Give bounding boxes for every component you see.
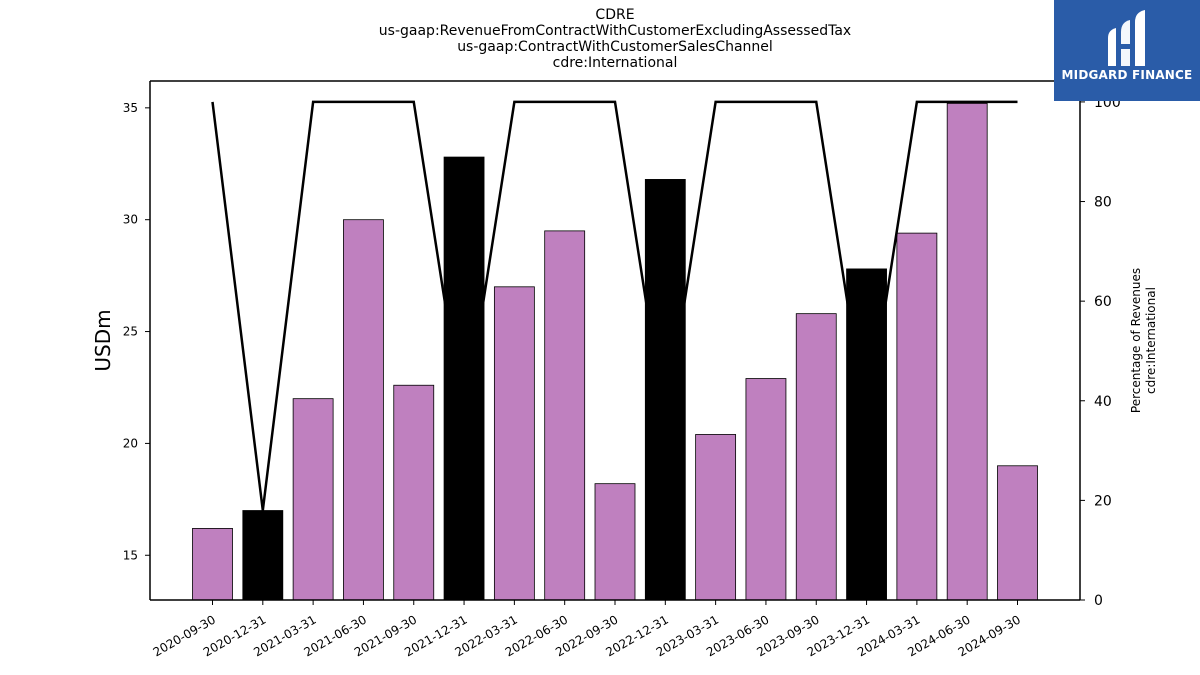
bar-2020-09-30 (192, 528, 233, 601)
bar-2021-09-30 (393, 384, 435, 601)
y-tick-label: 20 (123, 436, 138, 450)
y2-tick-label: 0 (1094, 593, 1103, 609)
chart-title-line-4: cdre:International (552, 55, 678, 71)
midgard-logo-icon (1108, 10, 1145, 66)
bar-2022-06-30 (544, 230, 586, 601)
y-tick-label: 25 (123, 325, 138, 339)
y2-tick-label: 80 (1094, 195, 1112, 211)
bar-2020-12-31 (242, 510, 284, 601)
chart-title-line-3: us-gaap:ContractWithCustomerSalesChannel (457, 39, 773, 55)
y2-axis-label-line: cdre:International (1144, 287, 1158, 394)
percentage-line (211, 100, 1018, 511)
brand-logo: MIDGARD FINANCE (1054, 0, 1200, 101)
y-tick-label: 30 (123, 213, 138, 227)
y2-tick-label: 20 (1094, 493, 1112, 509)
bar-2023-03-31 (695, 434, 737, 601)
chart-title-line-1: CDRE (595, 7, 635, 23)
bar-2024-03-31 (896, 232, 938, 601)
bar-2022-03-31 (493, 286, 535, 601)
bar-2023-06-30 (745, 378, 787, 601)
bar-2024-09-30 (997, 465, 1038, 601)
y-tick-label: 15 (123, 548, 138, 562)
bar-2021-03-31 (292, 398, 334, 601)
y-axis-label: USDm (91, 309, 115, 371)
bar-2022-09-30 (594, 483, 636, 601)
y2-tick-label: 60 (1094, 294, 1112, 310)
chart-title: CDRE us-gaap:RevenueFromContractWithCust… (0, 7, 1200, 71)
bar-2023-12-31 (846, 268, 887, 601)
y2-tick-label: 40 (1094, 394, 1112, 410)
bar-2021-06-30 (343, 219, 384, 601)
bar-2022-12-31 (644, 179, 686, 601)
bar-2023-09-30 (795, 313, 837, 601)
bar-2021-12-31 (443, 156, 485, 601)
logo-text: MIDGARD FINANCE (1061, 68, 1193, 82)
chart-title-line-2: us-gaap:RevenueFromContractWithCustomerE… (378, 23, 852, 39)
bar-2024-06-30 (946, 102, 988, 601)
y-tick-label: 35 (123, 101, 138, 115)
y2-axis-label-line: Percentage of Revenues (1129, 268, 1143, 413)
